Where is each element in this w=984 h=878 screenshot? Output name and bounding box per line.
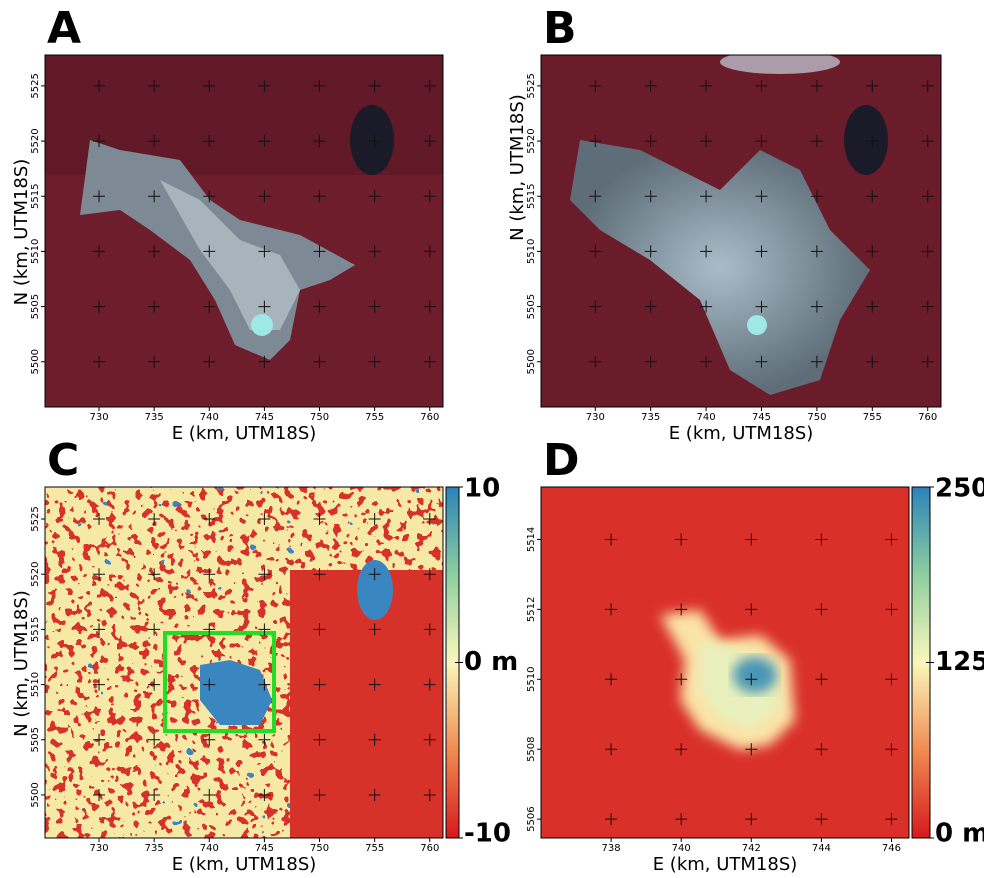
panel-label: B: [543, 3, 577, 54]
x-axis-label: E (km, UTM18S): [653, 854, 798, 874]
panel-label: C: [47, 435, 79, 486]
x-axis-label: E (km, UTM18S): [172, 854, 317, 874]
y-tick-label: 5510: [526, 667, 537, 692]
x-tick-label: 742: [742, 843, 761, 854]
x-tick-label: 730: [89, 412, 108, 423]
colorbar-label: -10: [464, 819, 511, 849]
x-tick-label: 750: [310, 843, 329, 854]
x-tick-label: 735: [641, 412, 660, 423]
colorbar-label: 250: [935, 474, 984, 504]
figure: A E (km, UTM18S) N (km, UTM18S) 730 735 740 74…: [0, 0, 984, 874]
x-tick-label: 735: [145, 412, 164, 423]
x-tick-label: 750: [807, 412, 826, 423]
panel-label: D: [543, 435, 580, 486]
y-tick-label: 5514: [526, 527, 537, 552]
y-tick-label: 5505: [30, 727, 41, 752]
y-tick-label: 5510: [526, 239, 537, 264]
colorbar-label: 10: [464, 474, 500, 504]
y-tick-label: 5506: [526, 806, 537, 831]
y-tick-label: 5510: [30, 672, 41, 697]
x-axis-label: E (km, UTM18S): [172, 423, 317, 444]
x-tick-label: 740: [672, 843, 691, 854]
colorbar-label: 125: [935, 647, 984, 677]
panel-label: A: [47, 3, 81, 54]
y-tick-label: 5515: [30, 617, 41, 642]
y-tick-label: 5510: [30, 239, 41, 264]
image-b: [541, 50, 941, 407]
y-tick-label: 5505: [30, 294, 41, 319]
y-tick-label: 5525: [30, 506, 41, 531]
colorbar-label: 0 m: [935, 819, 984, 849]
x-tick-label: 745: [255, 843, 274, 854]
x-tick-label: 745: [255, 412, 274, 423]
x-tick-label: 730: [89, 843, 108, 854]
y-tick-label: 5508: [526, 736, 537, 761]
y-tick-label: 5512: [526, 597, 537, 622]
x-tick-label: 755: [365, 412, 384, 423]
y-tick-label: 5500: [30, 349, 41, 374]
x-tick-label: 744: [812, 843, 831, 854]
y-tick-label: 5505: [526, 294, 537, 319]
colorbar-label: 0 m: [464, 647, 518, 677]
x-tick-label: 755: [365, 843, 384, 854]
x-tick-label: 730: [586, 412, 605, 423]
x-tick-label: 760: [918, 412, 937, 423]
y-tick-label: 5500: [526, 349, 537, 374]
y-axis-label: N (km, UTM18S): [11, 590, 32, 737]
x-tick-label: 760: [420, 843, 439, 854]
image-c: [45, 487, 450, 840]
x-tick-label: 740: [200, 843, 219, 854]
x-tick-label: 760: [420, 412, 439, 423]
image-a: [45, 55, 443, 407]
y-axis-label: N (km, UTM18S): [507, 94, 528, 241]
x-tick-label: 750: [310, 412, 329, 423]
x-tick-label: 746: [882, 843, 901, 854]
image-d: [541, 487, 909, 838]
x-tick-label: 755: [863, 412, 882, 423]
y-tick-label: 5520: [30, 561, 41, 586]
y-tick-label: 5525: [30, 73, 41, 98]
y-tick-label: 5515: [30, 184, 41, 209]
x-tick-label: 735: [145, 843, 164, 854]
x-tick-label: 740: [697, 412, 716, 423]
y-tick-label: 5500: [30, 782, 41, 807]
x-tick-label: 745: [752, 412, 771, 423]
y-tick-label: 5520: [30, 128, 41, 153]
x-axis-label: E (km, UTM18S): [669, 423, 814, 444]
x-tick-label: 738: [602, 843, 621, 854]
y-axis-label: N (km, UTM18S): [11, 159, 32, 306]
x-tick-label: 740: [200, 412, 219, 423]
